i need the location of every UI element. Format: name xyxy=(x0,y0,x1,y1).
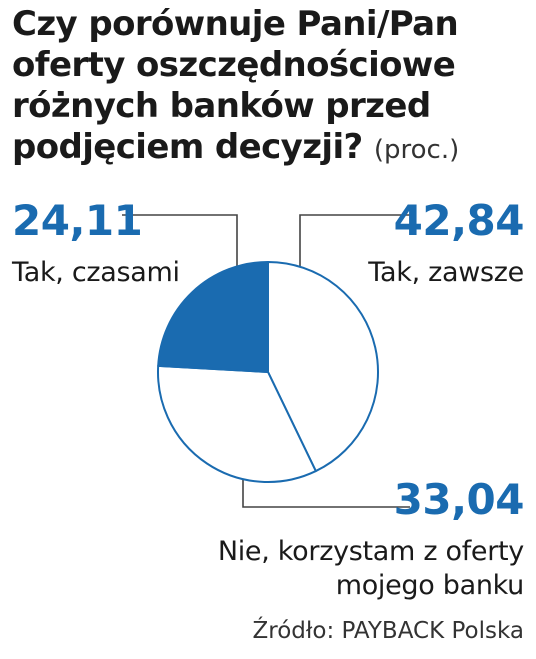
leader-tak-czasami xyxy=(122,214,238,266)
label-tak-czasami: Tak, czasami xyxy=(12,257,180,288)
label-nie: Nie, korzystam z oferty mojego banku xyxy=(217,536,524,601)
slice-tak-zawsze xyxy=(267,261,379,473)
value-tak-czasami: 24,11 xyxy=(12,196,143,245)
chart-title: Czy porównuje Pani/Pan oferty oszczędnoś… xyxy=(12,4,527,171)
pie-slices xyxy=(157,261,379,483)
slice-nie xyxy=(157,364,317,483)
slice-tak-czasami xyxy=(157,261,269,373)
leader-tak-zawsze xyxy=(299,214,410,266)
source-note: Źródło: PAYBACK Polska xyxy=(252,618,524,644)
label-tak-zawsze: Tak, zawsze xyxy=(368,257,524,288)
chart-unit: (proc.) xyxy=(373,135,460,165)
leader-lines xyxy=(122,214,410,508)
value-nie: 33,04 xyxy=(393,475,525,524)
chart-title-text: Czy porównuje Pani/Pan oferty oszczędnoś… xyxy=(12,4,459,167)
value-tak-zawsze: 42,84 xyxy=(393,196,525,245)
leader-nie xyxy=(242,478,410,508)
